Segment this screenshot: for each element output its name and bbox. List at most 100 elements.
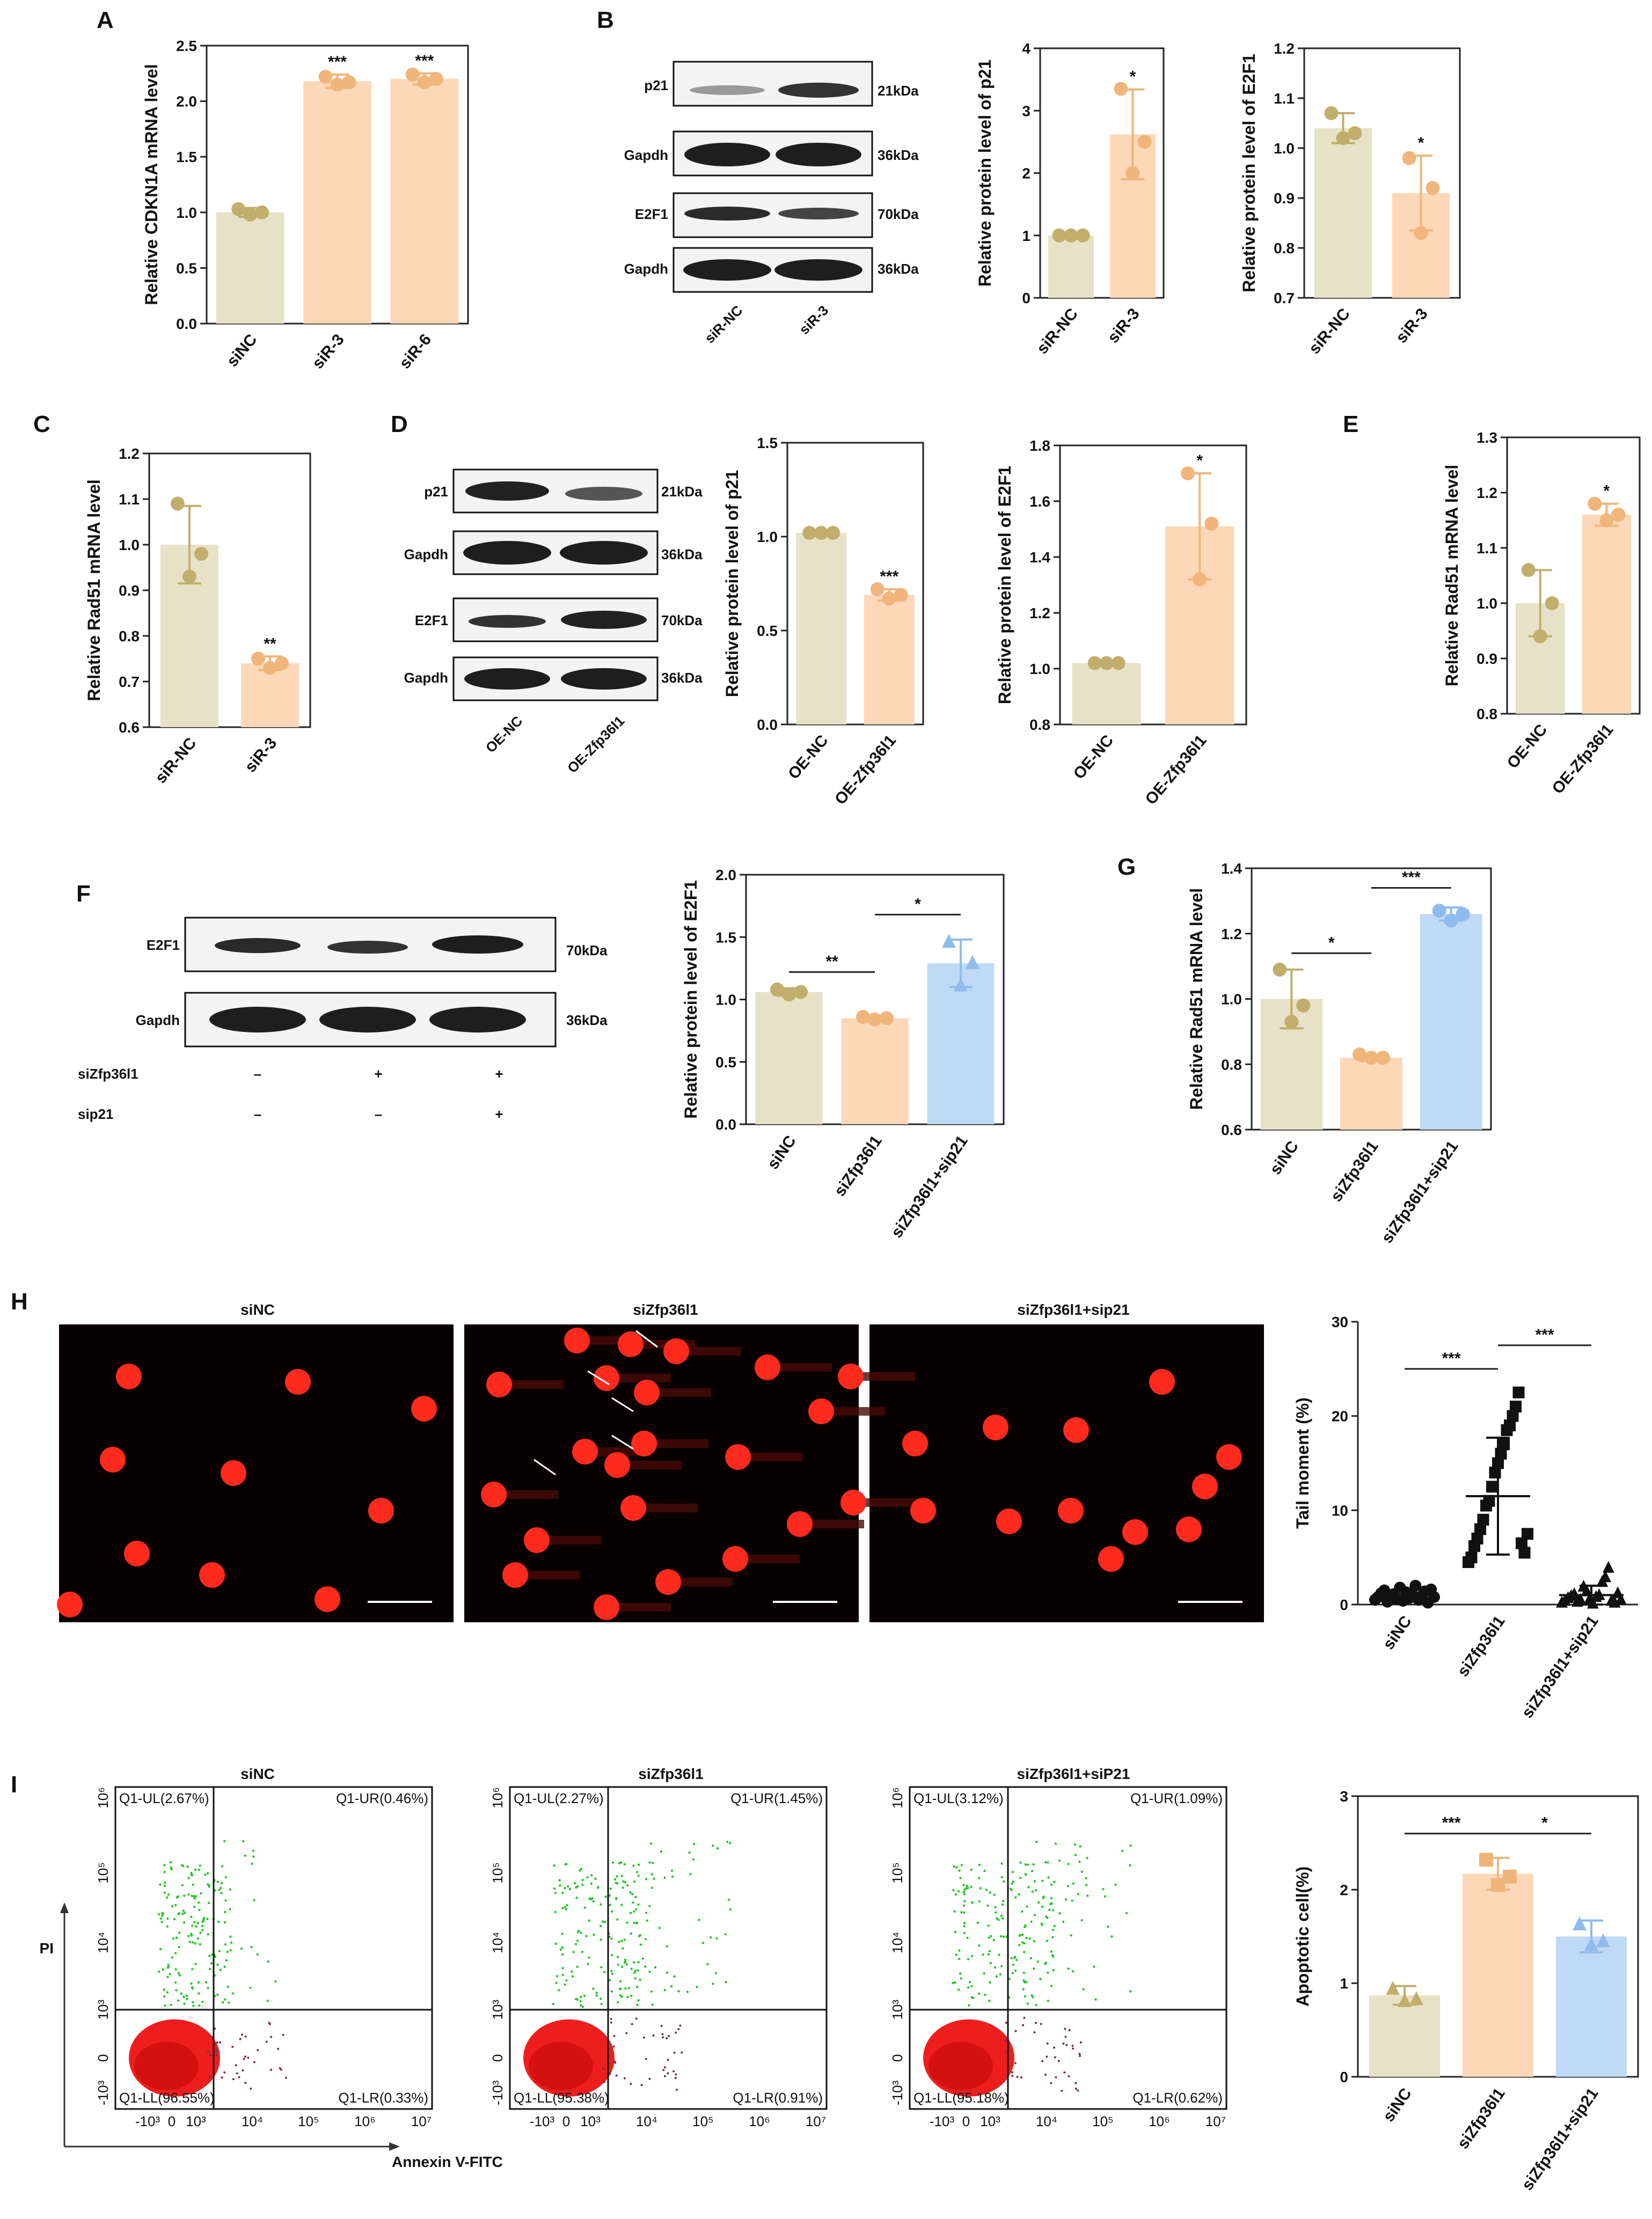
nucleus [1176,1517,1202,1542]
comet-tail [851,1372,915,1381]
flow-y-tick: 10³ [889,2000,905,2020]
chart-frame [1506,436,1641,715]
flow-event-dark [243,2057,245,2060]
flow-event-green [622,1880,625,1883]
flow-x-tick: 10⁷ [1205,2113,1226,2129]
flow-event-green [188,1940,191,1943]
flow-event-green [1032,1996,1034,1998]
flow-event-green [561,1967,564,1969]
flow-event-green [599,1924,602,1928]
flow-event-green [632,1901,634,1904]
x-category-label: siNC [1267,1138,1302,1178]
flow-event-green [198,1992,200,1995]
flow-event-green [701,1942,705,1944]
flow-event-green [999,1973,1002,1976]
flow-event-green [1046,1939,1049,1942]
y-tick-label: 3 [1022,102,1030,119]
data-point [1444,913,1458,928]
flow-event-green [1073,1843,1077,1846]
flow-event-green [968,1981,971,1983]
flow-event-green [644,1965,647,1968]
x-category-label: siNC [764,1132,799,1173]
nucleus [755,1354,780,1380]
flow-event-green [169,1861,172,1864]
flow-event-dark [614,2061,617,2064]
flow-event-green [242,1840,245,1843]
flow-event-green [616,1918,619,1921]
flow-event-green [1001,1903,1004,1906]
flow-event-green [978,1992,981,1995]
flow-event-green [564,1863,567,1866]
chart-frame [1059,444,1247,726]
y-tick-label: 1.0 [176,204,197,221]
panel-label-i: I [11,1771,17,1798]
flow-event-green [1029,1957,1033,1960]
y-tick-label: 0.8 [119,628,140,645]
blot-b-strip-1 [673,61,873,107]
flow-event-green [963,1911,966,1914]
flow-event-green [204,1873,207,1876]
chart-c: 0.6 0.7 0.8 0.9 1.0 1.1 1.2 Relative Rad51 mRNA… [84,445,311,787]
flow-event-dark [661,2033,664,2035]
data-point [1402,151,1416,165]
flow-event-green [1030,1870,1034,1872]
data-point [1574,1593,1587,1605]
data-point [1284,1015,1299,1029]
flow-event-green [171,1905,174,1908]
flow-event-green [1011,1871,1014,1873]
flow-event-green [978,1944,981,1947]
blot-d-lane-2: OE-Zfp36l1 [564,713,627,776]
significance-label: *** [1535,1326,1554,1344]
flow-event-green [199,1864,201,1867]
blot-d-band-p21-1 [465,481,549,501]
data-point [1533,629,1547,643]
flow-event-dark [219,2041,222,2044]
flow-event-green [954,1893,957,1896]
flow-q-ul-1: Q1-UL(2.67%) [119,1790,209,1806]
flow-event-green [616,1875,618,1878]
flow-event-dark [238,2076,240,2078]
flow-event-green [1000,1914,1003,1917]
flow-event-green [580,1868,583,1870]
flow-event-green [558,1989,560,1991]
data-point [868,1012,882,1027]
data-point [1599,513,1614,528]
flow-event-green [566,1903,568,1907]
flow-event-green [1026,2002,1029,2005]
flow-event-green [207,1901,210,1905]
flow-event-green [564,1983,566,1986]
flow-event-green [610,1954,613,1957]
flow-event-green [970,1996,973,1999]
x-category-label: OE-Zfp36l1 [1142,731,1210,808]
flow-y-tick: -10³ [489,2081,506,2106]
data-point [1486,1481,1498,1493]
blot-f-sign-1-2: + [374,1066,382,1082]
flow-event-green [1094,1998,1097,2001]
y-tick-label: 4 [1022,40,1030,57]
flow-event-green [637,1874,640,1877]
flow-event-green [633,1910,635,1913]
flow-event-green [572,1951,575,1953]
flow-event-green [225,1959,228,1962]
bar [390,79,459,324]
flow-event-green [1013,1956,1017,1958]
flow-event-green [170,2003,173,2006]
flow-event-green [187,1877,190,1879]
blot-f-band-gapdh-1 [209,1007,306,1032]
flow-x-tick: 0 [962,2113,970,2129]
flow-event-green [958,1869,961,1872]
flow-event-green [1031,1890,1034,1893]
flow-event-green [174,1952,177,1954]
flow-event-green [978,1877,981,1879]
flow-event-green [216,1963,219,1966]
flow-event-dark [221,2076,223,2079]
flow-event-green [1053,1880,1056,1884]
bar [755,992,823,1124]
y-tick-label: 1.2 [1476,485,1497,501]
flow-event-green [178,1912,180,1915]
nucleus [838,1364,864,1389]
flow-event-green [192,2004,195,2007]
flow-event-green [190,1932,193,1936]
bar [1072,663,1141,724]
blot-d-size-1: 21kDa [661,484,703,500]
